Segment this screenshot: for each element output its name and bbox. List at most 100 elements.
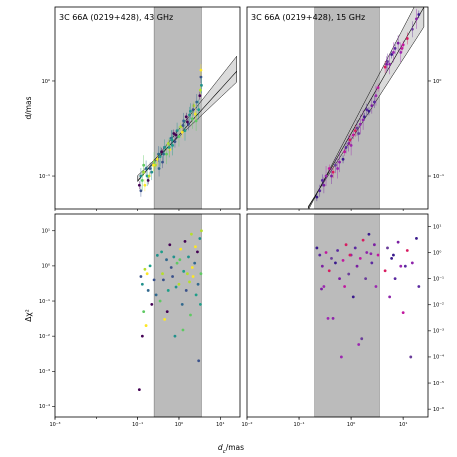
- data-point: [322, 183, 326, 187]
- data-point: [146, 289, 150, 292]
- data-point: [393, 277, 397, 281]
- data-point: [392, 253, 395, 257]
- data-point: [143, 183, 147, 187]
- data-point: [179, 125, 183, 129]
- data-point: [196, 250, 199, 254]
- data-point: [326, 316, 330, 320]
- data-point: [177, 135, 181, 138]
- data-point: [336, 167, 339, 170]
- shaded-region: [153, 6, 202, 210]
- data-point: [172, 132, 176, 135]
- data-point: [175, 261, 179, 265]
- data-point: [193, 261, 197, 265]
- data-point: [351, 133, 355, 137]
- y-tick-label: 10⁻⁵: [433, 381, 444, 387]
- y-tick-label: 10⁻²: [39, 334, 50, 340]
- data-point: [142, 163, 146, 167]
- data-point: [399, 264, 403, 268]
- panel-title: 3C 66A (0219+428), 43 GHz: [59, 13, 173, 22]
- data-point: [200, 83, 203, 87]
- data-point: [167, 146, 171, 149]
- data-point: [374, 94, 378, 98]
- data-point: [139, 174, 143, 178]
- data-point: [194, 293, 198, 297]
- data-point: [198, 88, 202, 92]
- shaded-region: [153, 213, 202, 418]
- data-point: [188, 280, 191, 284]
- data-point: [195, 100, 199, 104]
- y-tick-label: 10⁻¹: [433, 276, 444, 282]
- y-tick-label: 10¹: [433, 224, 441, 230]
- data-point: [401, 311, 405, 315]
- data-point: [182, 269, 186, 273]
- data-point: [188, 113, 191, 117]
- data-point: [185, 272, 189, 276]
- x-tick-label: 10⁻¹: [132, 422, 143, 428]
- data-point: [194, 245, 197, 249]
- data-point: [199, 68, 203, 72]
- data-point: [151, 163, 155, 167]
- panel-top-left: 10⁻¹ 10⁰ 3C 66A (0219+428), 43 GHz d/mas: [24, 6, 241, 211]
- data-point: [334, 163, 337, 167]
- fit-line: [307, 7, 425, 209]
- x-axis-label-sub: c: [223, 449, 226, 455]
- data-point: [347, 142, 351, 145]
- data-point: [327, 167, 331, 170]
- data-point: [144, 167, 148, 170]
- data-point: [189, 109, 192, 113]
- data-point: [396, 240, 400, 244]
- data-point: [184, 289, 188, 292]
- shaded-region: [314, 213, 380, 418]
- data-point: [197, 359, 201, 363]
- data-point: [331, 170, 335, 174]
- data-point: [137, 388, 141, 392]
- data-point: [415, 236, 418, 240]
- data-point: [365, 108, 369, 111]
- data-point: [196, 282, 200, 286]
- data-point: [184, 115, 188, 119]
- data-point: [361, 118, 365, 122]
- data-point: [393, 47, 397, 50]
- data-point: [140, 334, 144, 338]
- data-point: [417, 13, 421, 16]
- data-point: [386, 246, 389, 250]
- data-point: [315, 246, 319, 250]
- y-axis-label: d/mas: [24, 96, 33, 119]
- y-axis-label: Δχ²: [24, 309, 33, 321]
- y-tick-label: 10⁻¹: [39, 174, 50, 180]
- data-point: [155, 253, 159, 257]
- data-point: [331, 316, 335, 320]
- y-tick-label: 10⁻⁴: [433, 355, 444, 361]
- data-point: [144, 324, 148, 327]
- data-point: [324, 174, 328, 178]
- data-point: [157, 152, 160, 156]
- y-tick-label: 10⁻⁶: [433, 407, 444, 413]
- y-tick-label: 10⁰: [433, 79, 441, 85]
- data-point: [318, 253, 322, 257]
- data-point: [160, 250, 163, 254]
- data-point: [145, 272, 149, 276]
- data-point: [190, 117, 194, 121]
- data-point: [383, 269, 387, 273]
- data-point: [189, 313, 192, 317]
- data-point: [161, 272, 164, 276]
- data-point: [348, 138, 352, 142]
- data-point: [185, 120, 189, 124]
- data-point: [190, 266, 194, 269]
- data-point: [367, 109, 371, 113]
- y-tick-label: 10⁻⁴: [39, 404, 50, 410]
- y-tick-label: 10⁻¹: [39, 299, 50, 305]
- data-point: [143, 267, 147, 271]
- data-point: [320, 178, 324, 182]
- data-point: [173, 334, 177, 338]
- y-tick-label: 10⁻²: [433, 303, 444, 309]
- data-point: [338, 277, 341, 281]
- data-point: [415, 17, 418, 21]
- data-point: [341, 259, 345, 262]
- data-point: [372, 243, 376, 247]
- data-point: [399, 50, 403, 54]
- data-point: [197, 108, 201, 111]
- data-point: [177, 282, 181, 286]
- x-tick-label: 10⁰: [175, 422, 183, 428]
